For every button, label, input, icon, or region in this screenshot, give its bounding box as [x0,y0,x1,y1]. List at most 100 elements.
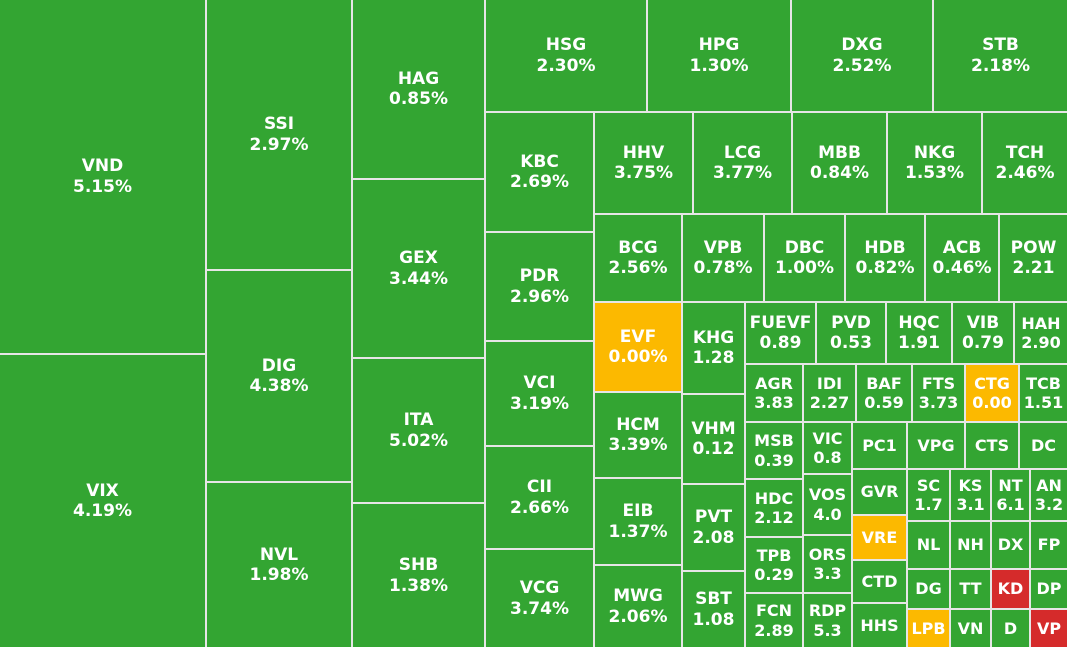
tile-dbc[interactable]: DBC 1.00% [765,215,846,303]
tile-hdb[interactable]: HDB 0.82% [846,215,926,303]
tile-vp[interactable]: VP [1031,610,1067,647]
tile-dxg[interactable]: DXG 2.52% [792,0,934,113]
tile-gvr[interactable]: GVR [853,470,908,516]
tile-d[interactable]: D [992,610,1031,647]
tile-nkg[interactable]: NKG 1.53% [888,113,983,215]
tile-symbol: HAH [1021,313,1061,333]
tile-change-value: 1.08 [692,609,735,630]
tile-dg[interactable]: DG [908,570,951,610]
tile-lpb[interactable]: LPB [908,610,951,647]
tile-vib[interactable]: VIB 0.79 [953,303,1015,365]
tile-cts[interactable]: CTS [966,423,1020,470]
tile-nt[interactable]: NT 6.1 [992,470,1031,522]
tile-lcg[interactable]: LCG 3.77% [694,113,793,215]
tile-nl[interactable]: NL [908,522,951,570]
tile-vre[interactable]: VRE [853,516,908,561]
tile-change-value: 0.78% [693,258,753,278]
tile-hhv[interactable]: HHV 3.75% [595,113,694,215]
tile-kd[interactable]: KD [992,570,1031,610]
tile-ctg[interactable]: CTG 0.00 [966,365,1020,423]
tile-change-value: 0.84% [810,163,869,183]
tile-vpg[interactable]: VPG [908,423,966,470]
tile-vcg[interactable]: VCG 3.74% [486,550,595,647]
tile-tt[interactable]: TT [951,570,992,610]
tile-pow[interactable]: POW 2.21 [1000,215,1067,303]
tile-symbol: MWG [613,586,663,607]
tile-symbol: AN [1036,475,1062,495]
tile-pdr[interactable]: PDR 2.96% [486,233,595,342]
tile-vos[interactable]: VOS 4.0 [804,475,853,536]
tile-ssi[interactable]: SSI 2.97% [207,0,353,271]
tile-fts[interactable]: FTS 3.73 [913,365,966,423]
tile-symbol: BAF [866,373,902,393]
tile-kbc[interactable]: KBC 2.69% [486,113,595,233]
tile-bcg[interactable]: BCG 2.56% [595,215,683,303]
tile-idi[interactable]: IDI 2.27 [804,365,857,423]
tile-hcm[interactable]: HCM 3.39% [595,393,683,479]
tile-eib[interactable]: EIB 1.37% [595,479,683,566]
tile-stb[interactable]: STB 2.18% [934,0,1067,113]
tile-evf[interactable]: EVF 0.00% [595,303,683,393]
tile-tcb[interactable]: TCB 1.51 [1020,365,1067,423]
tile-agr[interactable]: AGR 3.83 [746,365,804,423]
tile-baf[interactable]: BAF 0.59 [857,365,913,423]
tile-ors[interactable]: ORS 3.3 [804,536,853,594]
tile-cii[interactable]: CII 2.66% [486,447,595,550]
tile-gex[interactable]: GEX 3.44% [353,180,486,359]
tile-sbt[interactable]: SBT 1.08 [683,572,746,647]
tile-pvd[interactable]: PVD 0.53 [817,303,887,365]
tile-symbol: VPB [703,237,743,258]
tile-dc[interactable]: DC [1020,423,1067,470]
tile-dig[interactable]: DIG 4.38% [207,271,353,483]
tile-khg[interactable]: KHG 1.28 [683,303,746,395]
tile-nvl[interactable]: NVL 1.98% [207,483,353,647]
tile-change-value: 6.1 [996,495,1025,514]
tile-tch[interactable]: TCH 2.46% [983,113,1067,215]
tile-symbol: PDR [519,266,560,287]
tile-symbol: TCH [1005,142,1045,163]
tile-ita[interactable]: ITA 5.02% [353,359,486,504]
tile-acb[interactable]: ACB 0.46% [926,215,1000,303]
tile-pvt[interactable]: PVT 2.08 [683,485,746,572]
tile-vhm[interactable]: VHM 0.12 [683,395,746,485]
tile-ks[interactable]: KS 3.1 [951,470,992,522]
tile-pc1[interactable]: PC1 [853,423,908,470]
tile-dx[interactable]: DX [992,522,1031,570]
tile-change-value: 3.74% [510,598,569,619]
tile-nh[interactable]: NH [951,522,992,570]
tile-change-value: 0.12 [692,439,735,459]
tile-change-value: 1.28 [692,348,735,368]
tile-hsg[interactable]: HSG 2.30% [486,0,648,113]
tile-hhs[interactable]: HHS [853,604,908,647]
tile-hah[interactable]: HAH 2.90 [1015,303,1067,365]
tile-msb[interactable]: MSB 0.39 [746,423,804,480]
tile-symbol: VCG [519,578,560,599]
tile-vn[interactable]: VN [951,610,992,647]
tile-symbol: LCG [723,142,762,163]
tile-dp[interactable]: DP [1031,570,1067,610]
tile-vic[interactable]: VIC 0.8 [804,423,853,475]
tile-vix[interactable]: VIX 4.19% [0,355,207,647]
tile-mwg[interactable]: MWG 2.06% [595,566,683,647]
tile-mbb[interactable]: MBB 0.84% [793,113,888,215]
tile-hag[interactable]: HAG 0.85% [353,0,486,180]
tile-fcn[interactable]: FCN 2.89 [746,594,804,647]
tile-symbol: VPG [917,435,955,455]
tile-hqc[interactable]: HQC 1.91 [887,303,953,365]
tile-symbol: CTS [974,435,1010,455]
tile-an[interactable]: AN 3.2 [1031,470,1067,522]
tile-sc[interactable]: SC 1.7 [908,470,951,522]
tile-shb[interactable]: SHB 1.38% [353,504,486,647]
tile-vnd[interactable]: VND 5.15% [0,0,207,355]
tile-symbol: RDP [808,601,847,621]
tile-tpb[interactable]: TPB 0.29 [746,538,804,594]
tile-rdp[interactable]: RDP 5.3 [804,594,853,647]
tile-fuevf[interactable]: FUEVF 0.89 [746,303,817,365]
tile-vci[interactable]: VCI 3.19% [486,342,595,447]
tile-fp[interactable]: FP [1031,522,1067,570]
tile-hdc[interactable]: HDC 2.12 [746,480,804,538]
tile-ctd[interactable]: CTD [853,561,908,604]
tile-hpg[interactable]: HPG 1.30% [648,0,792,113]
tile-change-value: 2.90 [1021,333,1061,352]
tile-vpb[interactable]: VPB 0.78% [683,215,765,303]
